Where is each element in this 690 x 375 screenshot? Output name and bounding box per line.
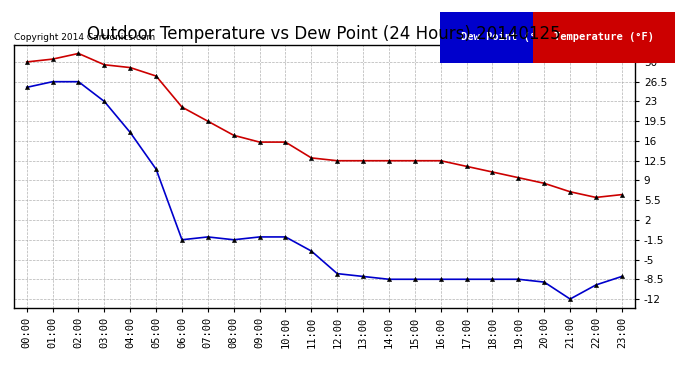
Text: Temperature (°F): Temperature (°F) xyxy=(554,32,654,42)
Text: Copyright 2014 Cartronics.com: Copyright 2014 Cartronics.com xyxy=(14,33,155,42)
Text: Dew Point (°F): Dew Point (°F) xyxy=(461,32,549,42)
Title: Outdoor Temperature vs Dew Point (24 Hours) 20140125: Outdoor Temperature vs Dew Point (24 Hou… xyxy=(88,26,561,44)
